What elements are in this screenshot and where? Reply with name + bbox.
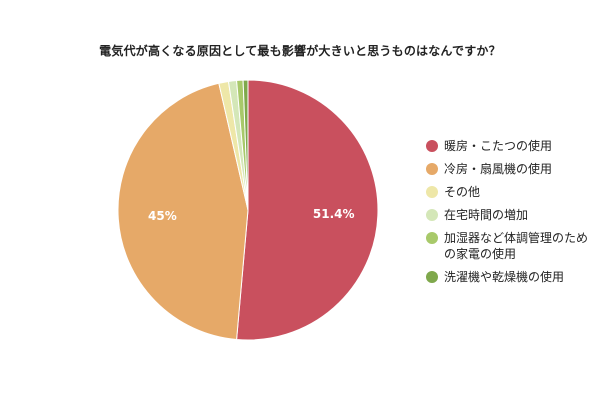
chart-title: 電気代が高くなる原因として最も影響が大きいと思うものはなんですか？	[99, 44, 501, 58]
legend-item-heating[interactable]: 暖房・こたつの使用	[426, 138, 600, 154]
legend-swatch	[426, 186, 438, 198]
legend-label: 加湿器など体調管理のため の家電の使用	[444, 231, 589, 261]
legend-label: その他	[444, 185, 481, 199]
legend-swatch	[426, 163, 438, 175]
legend: 暖房・こたつの使用 冷房・扇風機の使用 その他在宅時間の増加加湿器など体調管理のため…	[426, 138, 600, 292]
data-label-cooling: 45%	[148, 209, 177, 223]
pie-slice-heating	[236, 79, 379, 341]
pie-slice-laundry	[242, 79, 249, 211]
legend-swatch	[426, 232, 438, 244]
data-label-heating: 51.4%	[313, 207, 355, 221]
legend-item-cooling[interactable]: 冷房・扇風機の使用	[426, 161, 600, 177]
legend-item-humidifier[interactable]: 加湿器など体調管理のため の家電の使用	[426, 230, 600, 262]
legend-item-laundry[interactable]: 洗濯機や乾燥機の使用	[426, 269, 600, 285]
legend-swatch	[426, 271, 438, 283]
legend-label: 冷房・扇風機の使用	[444, 162, 553, 176]
pie-slice-cooling	[117, 82, 249, 341]
legend-label: 暖房・こたつの使用	[444, 139, 553, 153]
legend-swatch	[426, 140, 438, 152]
legend-item-other[interactable]: その他	[426, 184, 600, 200]
legend-label: 洗濯機や乾燥機の使用	[444, 270, 565, 284]
legend-swatch	[426, 209, 438, 221]
legend-item-home-time[interactable]: 在宅時間の増加	[426, 207, 600, 223]
legend-label: 在宅時間の増加	[444, 208, 529, 222]
